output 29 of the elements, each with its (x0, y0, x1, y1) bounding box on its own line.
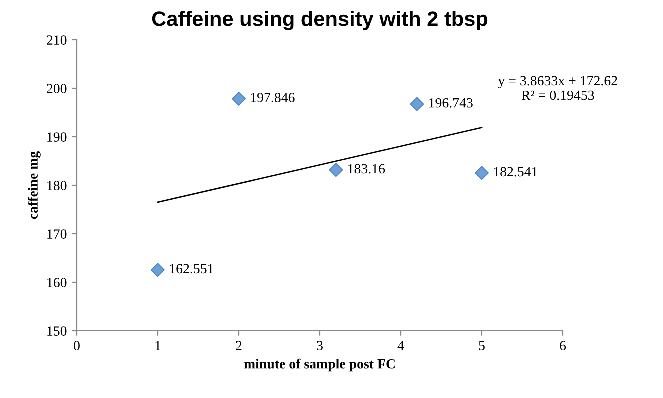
annotation: R² = 0.19453 (522, 90, 594, 100)
point (329, 163, 344, 178)
y-tick-label: 170 (48, 230, 67, 239)
point (410, 97, 424, 112)
point (474, 166, 490, 180)
x-tick-label: 4 (398, 341, 404, 350)
y-tick-label: 160 (48, 278, 67, 288)
x-tick-label: 5 (479, 341, 485, 350)
point (150, 263, 166, 278)
x-tick-label: 6 (560, 341, 566, 350)
y-tick-label: 180 (48, 181, 67, 190)
y-tick-label: 210 (47, 36, 67, 45)
y-tick-label: 150 (48, 326, 67, 336)
x-tick-label: 3 (317, 341, 323, 350)
data-label: 182.541 (494, 167, 538, 177)
chart-title: Caffeine using density with 2 tbsp (152, 11, 488, 31)
x-tick-label: 2 (236, 341, 242, 350)
annotation: y = 3.8633x + 172.62 (498, 76, 618, 89)
x-axis-title: minute of sample post FC (244, 358, 395, 372)
y-tick-label: 200 (47, 84, 67, 94)
x-tick-label: 0 (74, 341, 80, 350)
point (232, 92, 246, 106)
data-label: 183.16 (348, 164, 386, 174)
data-label: 162.551 (170, 264, 214, 274)
y-tick-label: 190 (48, 132, 67, 142)
x-tick-label: 1 (156, 341, 161, 350)
y-axis-title: caffeine mg (28, 152, 41, 220)
data-label: 197.846 (251, 93, 295, 102)
data-label: 196.743 (430, 98, 473, 108)
